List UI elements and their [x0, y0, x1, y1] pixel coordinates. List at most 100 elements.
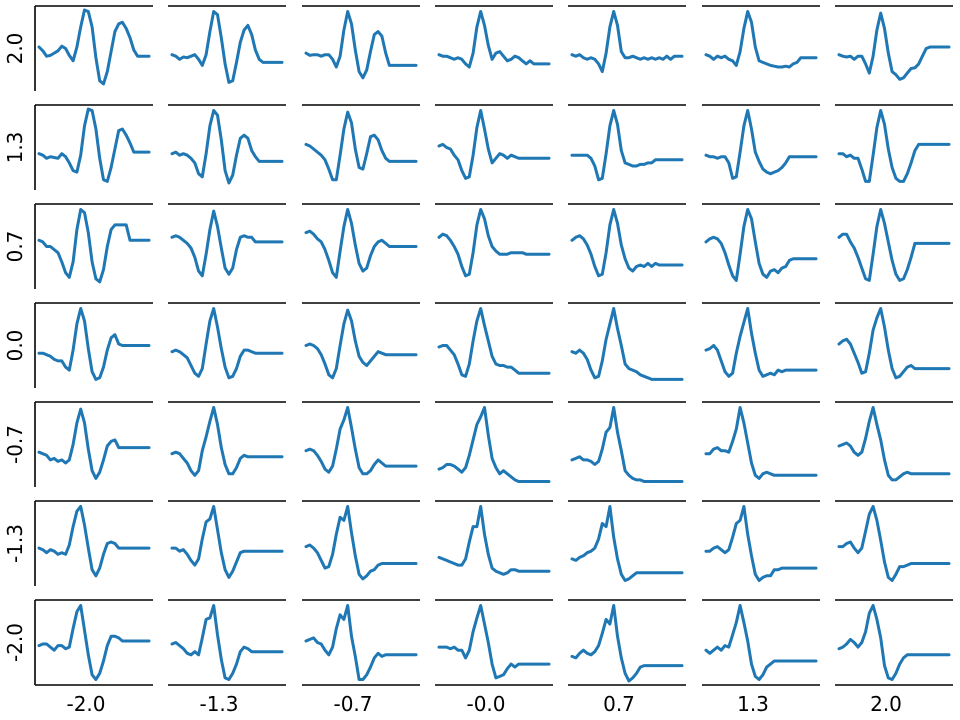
series-line — [704, 604, 818, 681]
series-line — [304, 10, 418, 80]
series-line — [170, 307, 284, 380]
series-line — [570, 307, 684, 381]
row-label: -0.7 — [3, 425, 27, 464]
series-line — [170, 406, 284, 477]
panel-r5-c3 — [435, 500, 553, 576]
panel-r4-c4 — [568, 401, 686, 483]
row-label: -1.3 — [3, 524, 27, 563]
panel-r6-c2 — [302, 599, 420, 686]
panel-r2-c6 — [835, 203, 953, 282]
series-line — [837, 208, 951, 282]
panel-r1-c0 — [34, 104, 153, 190]
panel-r1-c6 — [835, 104, 953, 183]
panel-r0-c5 — [702, 5, 820, 69]
row-label: 0.7 — [3, 231, 27, 263]
panel-r3-c6 — [835, 302, 953, 380]
panel-r1-c3 — [435, 104, 553, 180]
series-line — [170, 604, 284, 681]
series-line — [37, 8, 151, 86]
panel-r4-c2 — [302, 401, 420, 476]
panel-r6-c4 — [568, 599, 686, 686]
series-line — [304, 308, 418, 380]
panel-r3-c0 — [34, 302, 153, 388]
panel-r2-c2 — [302, 203, 420, 279]
panel-r6-c6 — [835, 599, 953, 686]
series-line — [437, 505, 551, 576]
col-label: -2.0 — [66, 692, 105, 716]
series-line — [304, 406, 418, 476]
series-line — [837, 307, 951, 380]
panel-r6-c3 — [435, 599, 553, 686]
series-line — [37, 208, 151, 284]
panel-r5-c2 — [302, 500, 420, 581]
row-label: 0.0 — [3, 330, 27, 362]
series-line — [37, 604, 151, 681]
panel-r5-c0 — [34, 500, 153, 586]
panel-r6-c1 — [168, 599, 286, 686]
panel-r4-c1 — [168, 401, 286, 477]
panel-r0-c3 — [435, 5, 553, 69]
series-line — [37, 107, 151, 183]
series-line — [704, 307, 818, 378]
col-label: 2.0 — [870, 692, 902, 716]
series-line — [570, 505, 684, 582]
series-line — [837, 604, 951, 681]
panel-r4-c5 — [702, 401, 820, 480]
series-line — [170, 209, 284, 278]
col-label: 1.3 — [737, 692, 769, 716]
series-line — [170, 10, 284, 84]
series-line — [837, 11, 951, 81]
series-line — [170, 505, 284, 579]
series-line — [704, 406, 818, 480]
series-line — [704, 109, 818, 180]
series-line — [437, 109, 551, 180]
series-line — [304, 110, 418, 182]
panel-r1-c4 — [568, 104, 686, 182]
panel-r0-c6 — [835, 5, 953, 81]
panel-r5-c5 — [702, 500, 820, 582]
series-line — [437, 307, 551, 378]
series-line — [437, 10, 551, 69]
col-label: -0.0 — [466, 692, 505, 716]
panel-r0-c1 — [168, 5, 286, 84]
series-line — [570, 208, 684, 278]
panel-r2-c1 — [168, 203, 286, 278]
panel-r4-c3 — [435, 401, 553, 483]
col-label: 0.7 — [603, 692, 635, 716]
panel-r2-c0 — [34, 203, 153, 289]
panel-r5-c1 — [168, 500, 286, 579]
series-line — [570, 10, 684, 74]
series-line — [437, 406, 551, 483]
panel-r3-c3 — [435, 302, 553, 378]
panel-r2-c3 — [435, 203, 553, 278]
panel-r0-c4 — [568, 5, 686, 74]
row-label: 1.3 — [3, 132, 27, 164]
panel-r5-c4 — [568, 500, 686, 582]
series-line — [37, 407, 151, 480]
panel-r3-c5 — [702, 302, 820, 378]
row-label: -2.0 — [3, 623, 27, 662]
col-label: -0.7 — [333, 692, 372, 716]
series-line — [837, 505, 951, 582]
panel-r3-c1 — [168, 302, 286, 380]
panel-r4-c0 — [34, 401, 153, 487]
panel-r6-c5 — [702, 599, 820, 686]
panel-r1-c1 — [168, 104, 286, 185]
series-line — [304, 208, 418, 279]
series-line — [570, 604, 684, 683]
series-line — [304, 604, 418, 681]
series-line — [704, 208, 818, 282]
series-line — [570, 406, 684, 483]
row-label: 2.0 — [3, 33, 27, 65]
panel-r2-c4 — [568, 203, 686, 278]
panel-r5-c6 — [835, 500, 953, 582]
series-line — [304, 505, 418, 581]
series-line — [704, 505, 818, 582]
series-line — [837, 406, 951, 482]
panel-r1-c2 — [302, 104, 420, 182]
series-line — [837, 109, 951, 183]
panel-r0-c0 — [34, 5, 153, 91]
panel-r6-c0 — [34, 599, 153, 686]
panel-r2-c5 — [702, 203, 820, 282]
